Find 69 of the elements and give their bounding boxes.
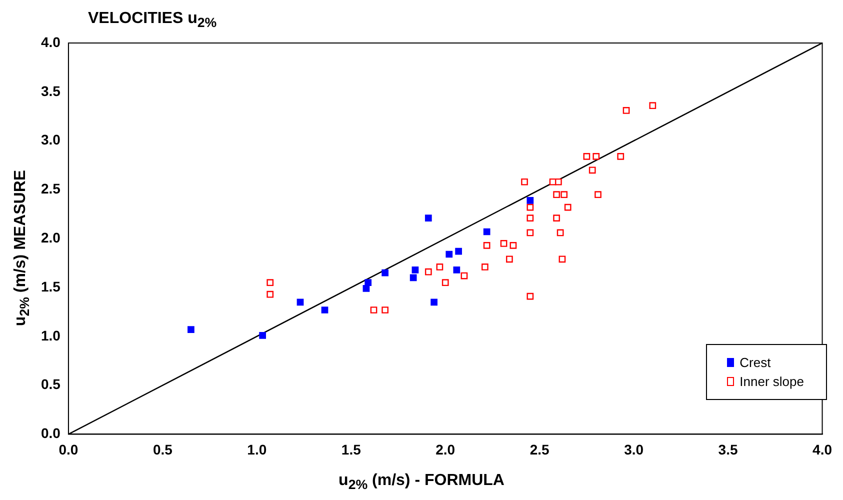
point	[442, 279, 449, 286]
x-axis-title: u$_{2%}$ (m/s) - FORMULA	[338, 472, 506, 492]
point	[592, 153, 600, 160]
y-tick-label: 0.0	[40, 425, 61, 442]
point	[266, 290, 274, 298]
legend-label: Crest	[740, 355, 771, 370]
x-tick-label: 1.0	[247, 441, 267, 458]
point	[526, 292, 534, 300]
y-tick-label: 2.0	[40, 229, 61, 246]
point	[588, 166, 596, 174]
point	[364, 279, 372, 286]
point	[564, 204, 572, 211]
point	[436, 264, 444, 270]
x-tick-label: 3.0	[624, 441, 644, 458]
x-tick-label: 0.0	[58, 441, 78, 458]
point	[453, 266, 460, 274]
point	[594, 191, 602, 198]
point	[500, 240, 508, 247]
x-tick-label: 2.0	[436, 441, 456, 458]
point	[412, 266, 419, 274]
point	[296, 298, 304, 306]
x-tick-label: 0.5	[152, 441, 173, 458]
point	[266, 279, 274, 286]
y-tick-label: 0.5	[40, 376, 61, 392]
legend-label: Inner slope	[740, 374, 804, 389]
x-tick-label: 2.5	[530, 441, 550, 458]
point	[455, 248, 462, 255]
point	[460, 272, 468, 280]
point	[553, 191, 560, 198]
point	[321, 306, 328, 314]
point	[526, 197, 534, 204]
chart-title: VELOCITIES u$_{2%}$	[88, 10, 217, 30]
y-tick-label: 4.0	[40, 34, 61, 50]
point	[424, 214, 432, 222]
y-tick-label: 2.5	[40, 180, 61, 197]
point	[483, 242, 490, 249]
point	[259, 332, 266, 339]
y-tick-label: 3.5	[40, 82, 61, 99]
point	[430, 298, 438, 306]
point	[526, 204, 534, 211]
x-tick-label: 1.5	[341, 441, 362, 458]
point	[583, 153, 590, 160]
point	[410, 274, 417, 282]
point	[617, 153, 624, 160]
point	[424, 268, 432, 276]
x-tick-label: 3.5	[718, 441, 738, 458]
y-tick-label: 1.5	[40, 278, 61, 294]
y-tick-label: 1.0	[40, 327, 61, 344]
point	[446, 250, 453, 258]
point	[556, 229, 564, 236]
point	[555, 178, 562, 186]
point	[622, 107, 630, 114]
point	[510, 242, 517, 249]
point	[649, 102, 656, 110]
point	[382, 306, 388, 314]
point	[526, 214, 534, 222]
point	[560, 191, 568, 198]
point	[483, 228, 490, 236]
point	[370, 306, 378, 314]
y-tick-label: 3.0	[40, 132, 61, 148]
point	[382, 269, 388, 276]
point	[553, 214, 560, 222]
x-tick-label: 4.0	[812, 441, 832, 458]
point	[558, 256, 566, 263]
point	[526, 229, 534, 236]
point	[521, 178, 528, 186]
point	[482, 264, 488, 270]
point	[188, 326, 194, 333]
point	[506, 256, 513, 263]
